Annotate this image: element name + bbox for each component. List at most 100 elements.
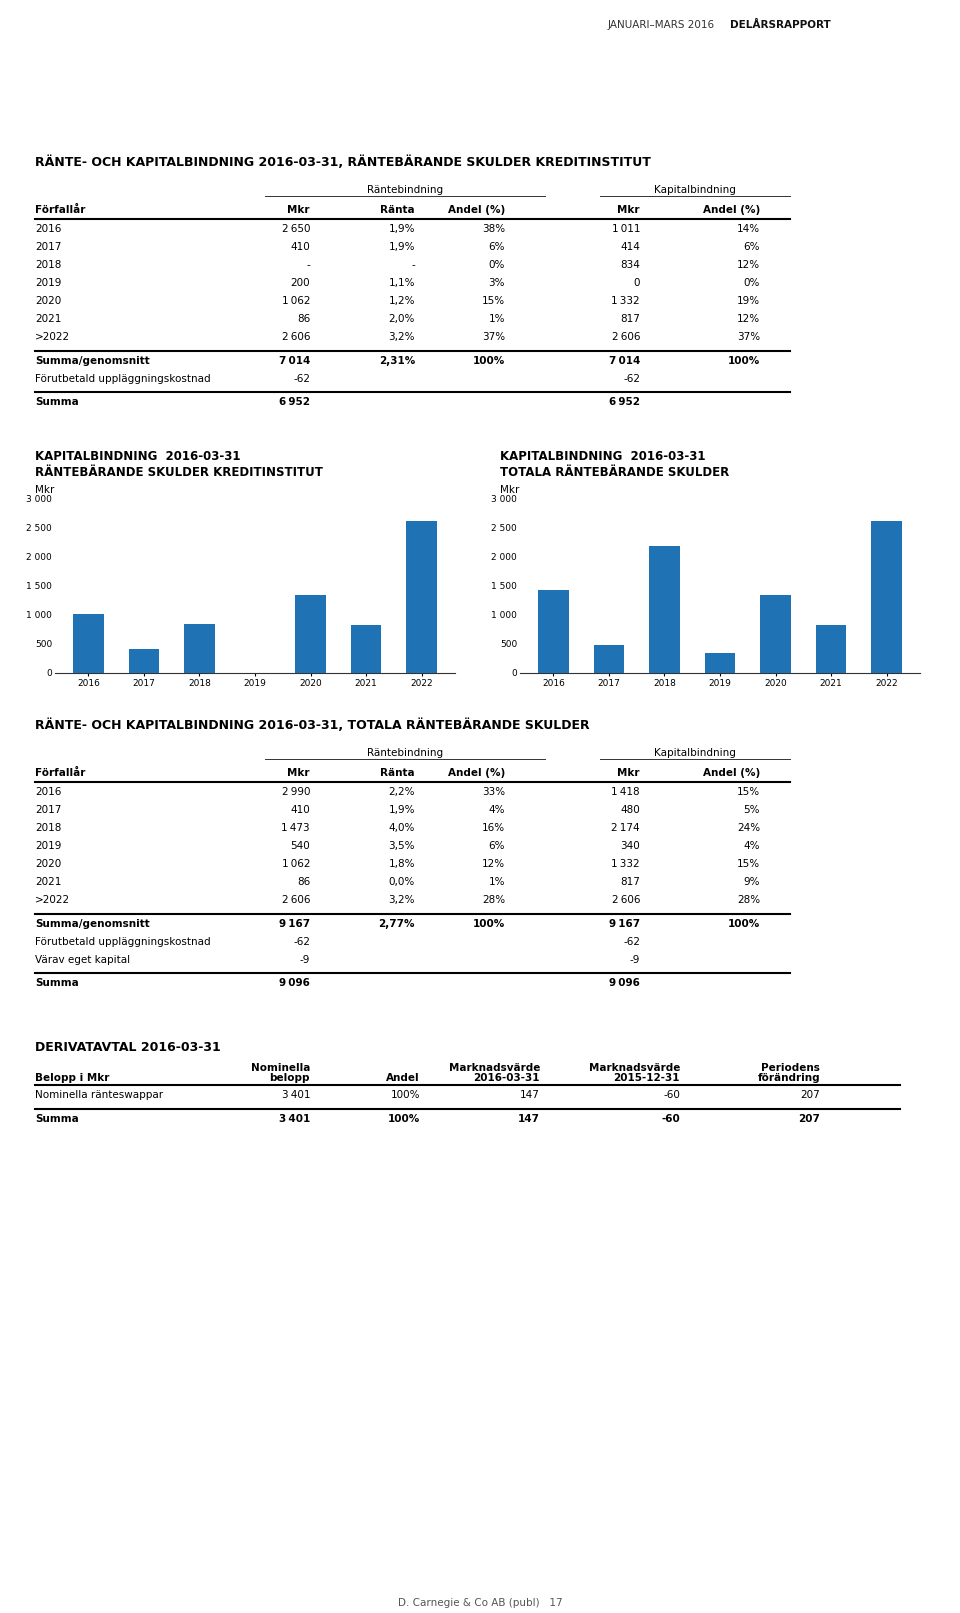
Bar (129, 648, 159, 673)
Text: Kapitalbindning: Kapitalbindning (654, 748, 736, 758)
Text: Andel (%): Andel (%) (703, 768, 760, 777)
Text: 4%: 4% (743, 840, 760, 852)
Text: 12%: 12% (737, 260, 760, 269)
Text: 340: 340 (620, 840, 640, 852)
Text: 2016: 2016 (35, 224, 61, 234)
Text: 147: 147 (520, 1090, 540, 1100)
Text: 28%: 28% (737, 895, 760, 905)
Bar (350, 626, 381, 673)
Text: 1%: 1% (489, 315, 505, 324)
Text: RÄNTE- OCH KAPITALBINDNING 2016-03-31, TOTALA RÄNTEBÄRANDE SKULDER: RÄNTE- OCH KAPITALBINDNING 2016-03-31, T… (35, 718, 589, 732)
Text: 2 606: 2 606 (612, 332, 640, 342)
Text: -60: -60 (663, 1090, 680, 1100)
Text: 37%: 37% (737, 332, 760, 342)
Text: Nominella: Nominella (251, 1063, 310, 1073)
Text: 3 401: 3 401 (278, 1115, 310, 1124)
Text: -62: -62 (293, 374, 310, 384)
Text: 410: 410 (290, 805, 310, 815)
Text: 2021: 2021 (35, 315, 61, 324)
Text: 480: 480 (620, 805, 640, 815)
Text: 207: 207 (801, 1090, 820, 1100)
Text: KAPITALBINDNING  2016-03-31: KAPITALBINDNING 2016-03-31 (500, 450, 706, 463)
Text: 817: 817 (620, 315, 640, 324)
Bar (705, 653, 735, 673)
Text: 9 167: 9 167 (278, 919, 310, 929)
Text: Förutbetald uppläggningskostnad: Förutbetald uppläggningskostnad (35, 374, 210, 384)
Text: 2 606: 2 606 (612, 895, 640, 905)
Text: -: - (306, 260, 310, 269)
Text: 1 473: 1 473 (281, 823, 310, 832)
Text: Marknadsvärde: Marknadsvärde (448, 1063, 540, 1073)
Text: TOTALA RÄNTEBÄRANDE SKULDER: TOTALA RÄNTEBÄRANDE SKULDER (500, 466, 730, 479)
Text: -9: -9 (630, 955, 640, 965)
Text: 100%: 100% (388, 1115, 420, 1124)
Text: 2 990: 2 990 (281, 787, 310, 797)
Bar (649, 547, 680, 673)
Text: 0%: 0% (744, 277, 760, 289)
Text: Mkr: Mkr (617, 768, 640, 777)
Text: 540: 540 (290, 840, 310, 852)
Text: 3 401: 3 401 (281, 1090, 310, 1100)
Text: Mkr: Mkr (35, 486, 55, 495)
Text: 2,77%: 2,77% (378, 919, 415, 929)
Text: RÄNTE- OCH KAPITALBINDNING 2016-03-31, RÄNTEBÄRANDE SKULDER KREDITINSTITUT: RÄNTE- OCH KAPITALBINDNING 2016-03-31, R… (35, 155, 651, 169)
Bar (760, 595, 791, 673)
Text: Värav eget kapital: Värav eget kapital (35, 955, 131, 965)
Text: 2016-03-31: 2016-03-31 (473, 1073, 540, 1082)
Text: 100%: 100% (472, 919, 505, 929)
Text: Summa: Summa (35, 977, 79, 989)
Bar (184, 624, 215, 673)
Text: -: - (411, 260, 415, 269)
Text: 2018: 2018 (35, 823, 61, 832)
Text: 414: 414 (620, 242, 640, 252)
Text: 3%: 3% (489, 277, 505, 289)
Text: 37%: 37% (482, 332, 505, 342)
Text: 6%: 6% (489, 840, 505, 852)
Text: 1,9%: 1,9% (389, 224, 415, 234)
Text: 1,2%: 1,2% (389, 297, 415, 306)
Bar (593, 645, 624, 673)
Text: 2,31%: 2,31% (379, 356, 415, 366)
Text: 9 096: 9 096 (279, 977, 310, 989)
Text: Nominella ränteswappar: Nominella ränteswappar (35, 1090, 163, 1100)
Text: D. Carnegie & Co AB (publ)   17: D. Carnegie & Co AB (publ) 17 (397, 1598, 563, 1608)
Text: 16%: 16% (482, 823, 505, 832)
Text: 2 174: 2 174 (612, 823, 640, 832)
Text: -60: -60 (661, 1115, 680, 1124)
Bar (816, 626, 847, 673)
Text: 2020: 2020 (35, 297, 61, 306)
Text: 100%: 100% (391, 1090, 420, 1100)
Text: Andel: Andel (386, 1073, 420, 1082)
Text: 2,0%: 2,0% (389, 315, 415, 324)
Text: förändring: förändring (757, 1073, 820, 1082)
Bar (406, 521, 437, 673)
Text: 0%: 0% (489, 260, 505, 269)
Text: Andel (%): Andel (%) (447, 205, 505, 215)
Text: Summa/genomsnitt: Summa/genomsnitt (35, 356, 150, 366)
Text: Belopp i Mkr: Belopp i Mkr (35, 1073, 109, 1082)
Text: 1,9%: 1,9% (389, 805, 415, 815)
Text: 2018: 2018 (35, 260, 61, 269)
Text: Mkr: Mkr (287, 768, 310, 777)
Text: 6%: 6% (743, 242, 760, 252)
Text: 6%: 6% (489, 242, 505, 252)
Text: Marknadsvärde: Marknadsvärde (588, 1063, 680, 1073)
Text: 1 332: 1 332 (612, 297, 640, 306)
Text: -62: -62 (623, 374, 640, 384)
Text: 7 014: 7 014 (609, 356, 640, 366)
Text: 4%: 4% (489, 805, 505, 815)
Text: 1 418: 1 418 (612, 787, 640, 797)
Text: 1,1%: 1,1% (389, 277, 415, 289)
Bar (73, 615, 104, 673)
Text: JANUARI–MARS 2016: JANUARI–MARS 2016 (608, 19, 718, 31)
Text: 1 062: 1 062 (281, 297, 310, 306)
Text: 2 650: 2 650 (281, 224, 310, 234)
Text: >2022: >2022 (35, 332, 70, 342)
Text: -62: -62 (623, 937, 640, 947)
Text: 147: 147 (518, 1115, 540, 1124)
Text: >2022: >2022 (35, 895, 70, 905)
Text: 2 606: 2 606 (281, 895, 310, 905)
Text: DELÅRSRAPPORT: DELÅRSRAPPORT (730, 19, 830, 31)
Text: Ränta: Ränta (380, 768, 415, 777)
Text: 0,0%: 0,0% (389, 877, 415, 887)
